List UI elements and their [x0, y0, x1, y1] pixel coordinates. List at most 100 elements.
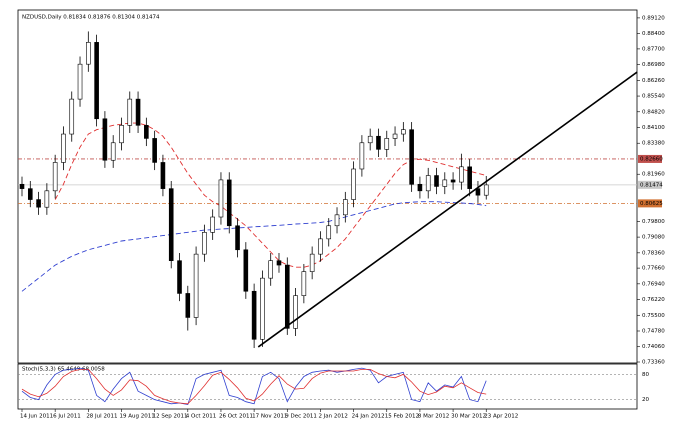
candle-body — [52, 162, 58, 192]
y-tick-label: 0.83380 — [642, 141, 665, 147]
candle-body — [417, 183, 423, 192]
candle-body — [168, 188, 174, 261]
candle-body — [102, 118, 108, 161]
y-tick-label: 0.76940 — [642, 281, 665, 287]
y-tick-label: 0.75500 — [642, 313, 665, 319]
candle-body — [301, 271, 307, 296]
x-tick-label: 12 Sep 2011 — [153, 414, 188, 420]
candle-body — [459, 166, 464, 183]
x-tick-label: 6 Jul 2011 — [53, 414, 81, 420]
candle-body — [61, 133, 66, 163]
x-tick-label: 23 Apr 2012 — [484, 414, 518, 420]
x-tick-label: 17 Nov 2011 — [252, 414, 287, 420]
candle-body — [185, 293, 191, 318]
candle-body — [19, 183, 25, 189]
candle-body — [475, 188, 481, 196]
y-tick-label: 80 — [642, 372, 649, 378]
y-tick-label: 0.73360 — [642, 360, 665, 366]
ma-line — [21, 201, 487, 292]
candle-body — [144, 125, 149, 139]
candle-body — [351, 168, 356, 200]
candle-body — [218, 179, 224, 218]
candle-body — [36, 199, 41, 208]
candle-body — [94, 42, 99, 120]
y-tick-label: 0.84820 — [642, 109, 665, 115]
candle-body — [376, 135, 381, 150]
x-tick-label: 4 Oct 2011 — [186, 414, 217, 420]
y-tick-label: 0.78360 — [642, 250, 665, 256]
candle-body — [152, 138, 157, 163]
candle-body — [359, 142, 365, 170]
y-tick-label: 0.79800 — [642, 219, 665, 225]
level-label: 0.81474 — [640, 182, 663, 188]
level-box — [638, 199, 662, 208]
candle-body — [409, 129, 414, 185]
y-tick-label: 0.87700 — [642, 46, 665, 52]
candle-body — [318, 238, 323, 255]
candle-body — [401, 129, 406, 135]
y-tick-label: 0.77660 — [642, 266, 665, 272]
candle-body — [160, 162, 166, 189]
x-tick-label: 30 Mar 2012 — [451, 414, 486, 420]
candle-body — [309, 253, 315, 272]
candle-body — [226, 179, 232, 227]
candle-body — [86, 42, 91, 65]
y-tick-label: 0.74060 — [642, 344, 665, 350]
candle-body — [202, 232, 207, 255]
x-tick-label: 15 Feb 2012 — [385, 414, 419, 420]
x-tick-label: 2 Jan 2012 — [318, 414, 347, 420]
candle-body — [110, 142, 116, 161]
x-tick-label: 8 Mar 2012 — [418, 414, 449, 420]
candle-body — [119, 125, 124, 144]
y-tick-label: 0.79080 — [642, 235, 665, 241]
stoch-line — [21, 369, 487, 405]
candle-body — [235, 225, 240, 251]
trendline — [257, 71, 638, 348]
y-tick-label: 0.81960 — [642, 172, 665, 178]
y-tick-label: 0.86260 — [642, 78, 665, 84]
candle-body — [434, 175, 439, 187]
candle-body — [467, 166, 472, 189]
candle-body — [483, 184, 489, 196]
y-tick-label: 0.88400 — [642, 31, 665, 37]
y-tick-label: 20 — [642, 397, 649, 403]
level-box — [638, 180, 662, 189]
stoch-frame — [17, 363, 638, 410]
level-label: 0.82660 — [640, 156, 663, 162]
stoch-line — [21, 367, 487, 406]
candle-body — [193, 253, 199, 318]
candle-body — [268, 260, 274, 279]
candle-body — [260, 277, 265, 340]
x-tick-label: 14 Jun 2011 — [20, 414, 53, 420]
candle-body — [334, 214, 340, 227]
candle-body — [284, 264, 290, 329]
candle-body — [384, 138, 390, 150]
candle-body — [77, 63, 83, 100]
candle-body — [442, 179, 448, 187]
candle-body — [177, 260, 182, 294]
candle-body — [251, 290, 257, 340]
candle-body — [425, 175, 431, 192]
candle-body — [293, 295, 298, 329]
candle-body — [276, 260, 282, 266]
y-tick-label: 0.76220 — [642, 297, 665, 303]
y-tick-label: 0.89120 — [642, 15, 665, 21]
level-box — [638, 154, 662, 163]
x-tick-label: 19 Aug 2011 — [119, 414, 154, 420]
chart-title: NZDUSD,Daily 0.81834 0.81876 0.81304 0.8… — [22, 15, 160, 21]
y-tick-label: 0.74780 — [642, 328, 665, 334]
stoch-title: Stoch(5,3,3) 65.4649 68.0058 — [22, 367, 105, 373]
candle-body — [44, 190, 50, 208]
candle-body — [243, 249, 249, 292]
x-tick-label: 9 Dec 2011 — [285, 414, 317, 420]
x-tick-label: 26 Oct 2011 — [219, 414, 253, 420]
x-tick-label: 28 Jul 2011 — [86, 414, 117, 420]
candle-body — [343, 199, 348, 216]
candle-body — [367, 135, 373, 144]
main-frame — [17, 9, 638, 364]
y-tick-label: 0.86980 — [642, 62, 665, 68]
x-tick-label: 24 Jan 2012 — [352, 414, 385, 420]
candle-body — [392, 133, 398, 139]
candle-body — [210, 216, 215, 233]
